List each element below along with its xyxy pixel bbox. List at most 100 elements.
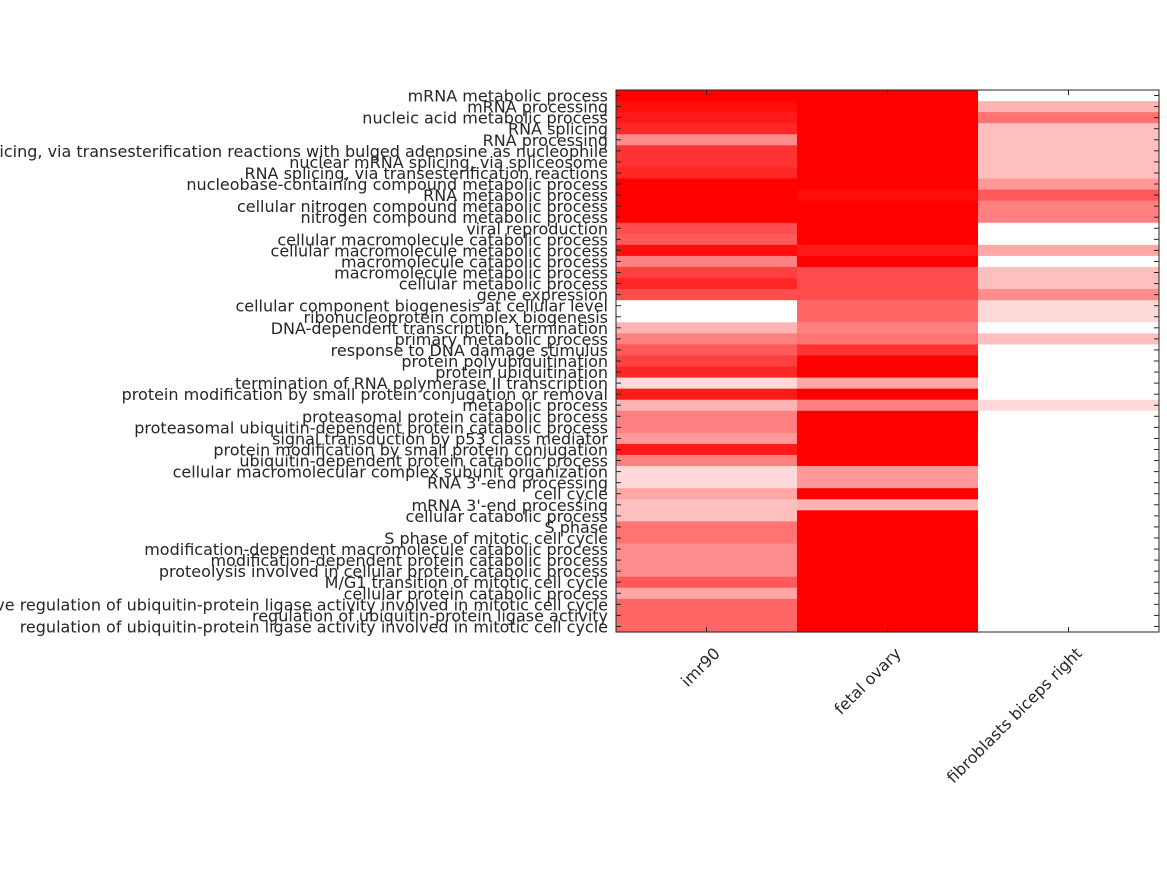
heatmap-cell [797,377,979,390]
heatmap-cell [978,532,1160,545]
heatmap-cell [978,189,1160,202]
heatmap-cell [978,443,1160,456]
heatmap-cell [616,565,798,578]
heatmap-cell [978,488,1160,500]
heatmap-cell [797,543,979,556]
heatmap-cell [797,101,979,113]
heatmap-cell [616,399,798,412]
column-label: imr90 [677,644,724,691]
heatmap-cell [616,488,798,500]
heatmap-cell [616,543,798,556]
heatmap-cell [797,90,979,102]
row-label: mRNA 3'-end processing [411,496,608,515]
heatmap-cell [616,410,798,423]
heatmap-cell [616,333,798,346]
heatmap-cell [797,576,979,589]
heatmap-cell [797,587,979,600]
heatmap-cell [797,300,979,312]
heatmap-cell [978,167,1160,180]
row-label: nitrogen compound metabolic process [301,208,608,227]
row-label: S phase [544,518,608,537]
heatmap-cell [978,510,1160,522]
heatmap-cell [616,598,798,611]
heatmap-cell [978,322,1160,334]
heatmap-cell [616,499,798,511]
row-label: protein modification by small protein co… [213,440,608,459]
heatmap-cell [616,322,798,334]
heatmap-cell [797,145,979,157]
row-label: cellular component biogenesis at cellula… [235,297,608,316]
row-label: M/G1 transition of mitotic cell cycle [325,573,608,592]
heatmap-cell [978,576,1160,589]
row-label: nucleic acid metabolic process [362,109,608,128]
row-label: nucleobase-containing compound metabolic… [186,175,608,194]
axis-ticks [616,90,1159,632]
heatmap-cell [978,598,1160,611]
heatmap-cell [616,123,798,135]
heatmap-cell [797,178,979,191]
heatmap-cell [797,521,979,534]
heatmap-cell [797,443,979,456]
row-label: macromolecule metabolic process [334,264,608,283]
heatmap-cell [797,477,979,489]
heatmap-cell [797,598,979,611]
row-label: protein ubiquitination [435,363,608,382]
row-label: cell cycle [534,485,608,504]
heatmap-cell [797,455,979,467]
row-label: mRNA processing [467,98,608,117]
heatmap-cell [616,620,798,633]
row-label: cellular macromolecule catabolic process [277,230,608,249]
heatmap-cell [978,432,1160,445]
heatmap-cell [616,355,798,368]
heatmap-cell [978,388,1160,401]
row-label: gene expression [477,286,608,305]
row-label: protein modification by small protein co… [122,385,608,404]
heatmap-cell [978,499,1160,511]
heatmap-cell [797,565,979,578]
heatmap-cell [797,466,979,478]
heatmap-cell [978,244,1160,257]
heatmap-cell [978,156,1160,169]
heatmap-cell [978,278,1160,290]
row-label: cellular metabolic process [399,275,608,294]
plot-frame [615,89,1160,633]
heatmap-cell [797,399,979,412]
heatmap-cell [978,477,1160,489]
row-label: ribonucleoprotein complex biogenesis [304,308,608,327]
heatmap-cell [978,211,1160,224]
heatmap-cell [616,112,798,124]
heatmap-cell [616,554,798,567]
heatmap-cell [616,510,798,522]
heatmap-cell [978,145,1160,157]
heatmap-cell [797,499,979,511]
heatmap-cell [978,543,1160,556]
column-label: fetal ovary [830,644,904,718]
heatmap-cell [797,344,979,357]
row-label: S phase of mitotic cell cycle [384,529,608,548]
heatmap-cell [978,90,1160,102]
row-label: regulation of ubiquitin-protein ligase a… [20,617,608,636]
heatmap-cell [616,366,798,379]
heatmap-cell [797,388,979,401]
row-label: RNA splicing [508,120,608,139]
heatmap-cell [616,101,798,113]
heatmap-cell [978,333,1160,346]
row-label: ubiquitin-dependent protein catabolic pr… [239,452,608,471]
heatmap-cell [616,189,798,202]
heatmap-cell [616,289,798,301]
heatmap-cell [797,532,979,545]
heatmap-cell [797,333,979,346]
row-label: proteasomal protein catabolic process [302,407,608,426]
heatmap-cell [616,211,798,224]
heatmap-cell [978,355,1160,368]
heatmap-cell [797,134,979,146]
heatmap-cell [978,255,1160,268]
heatmap-cell [797,322,979,334]
heatmap-cell [616,344,798,357]
heatmap-cell [616,377,798,390]
heatmap-cell [978,554,1160,567]
heatmap-cell [797,255,979,268]
heatmap-cell [978,289,1160,301]
